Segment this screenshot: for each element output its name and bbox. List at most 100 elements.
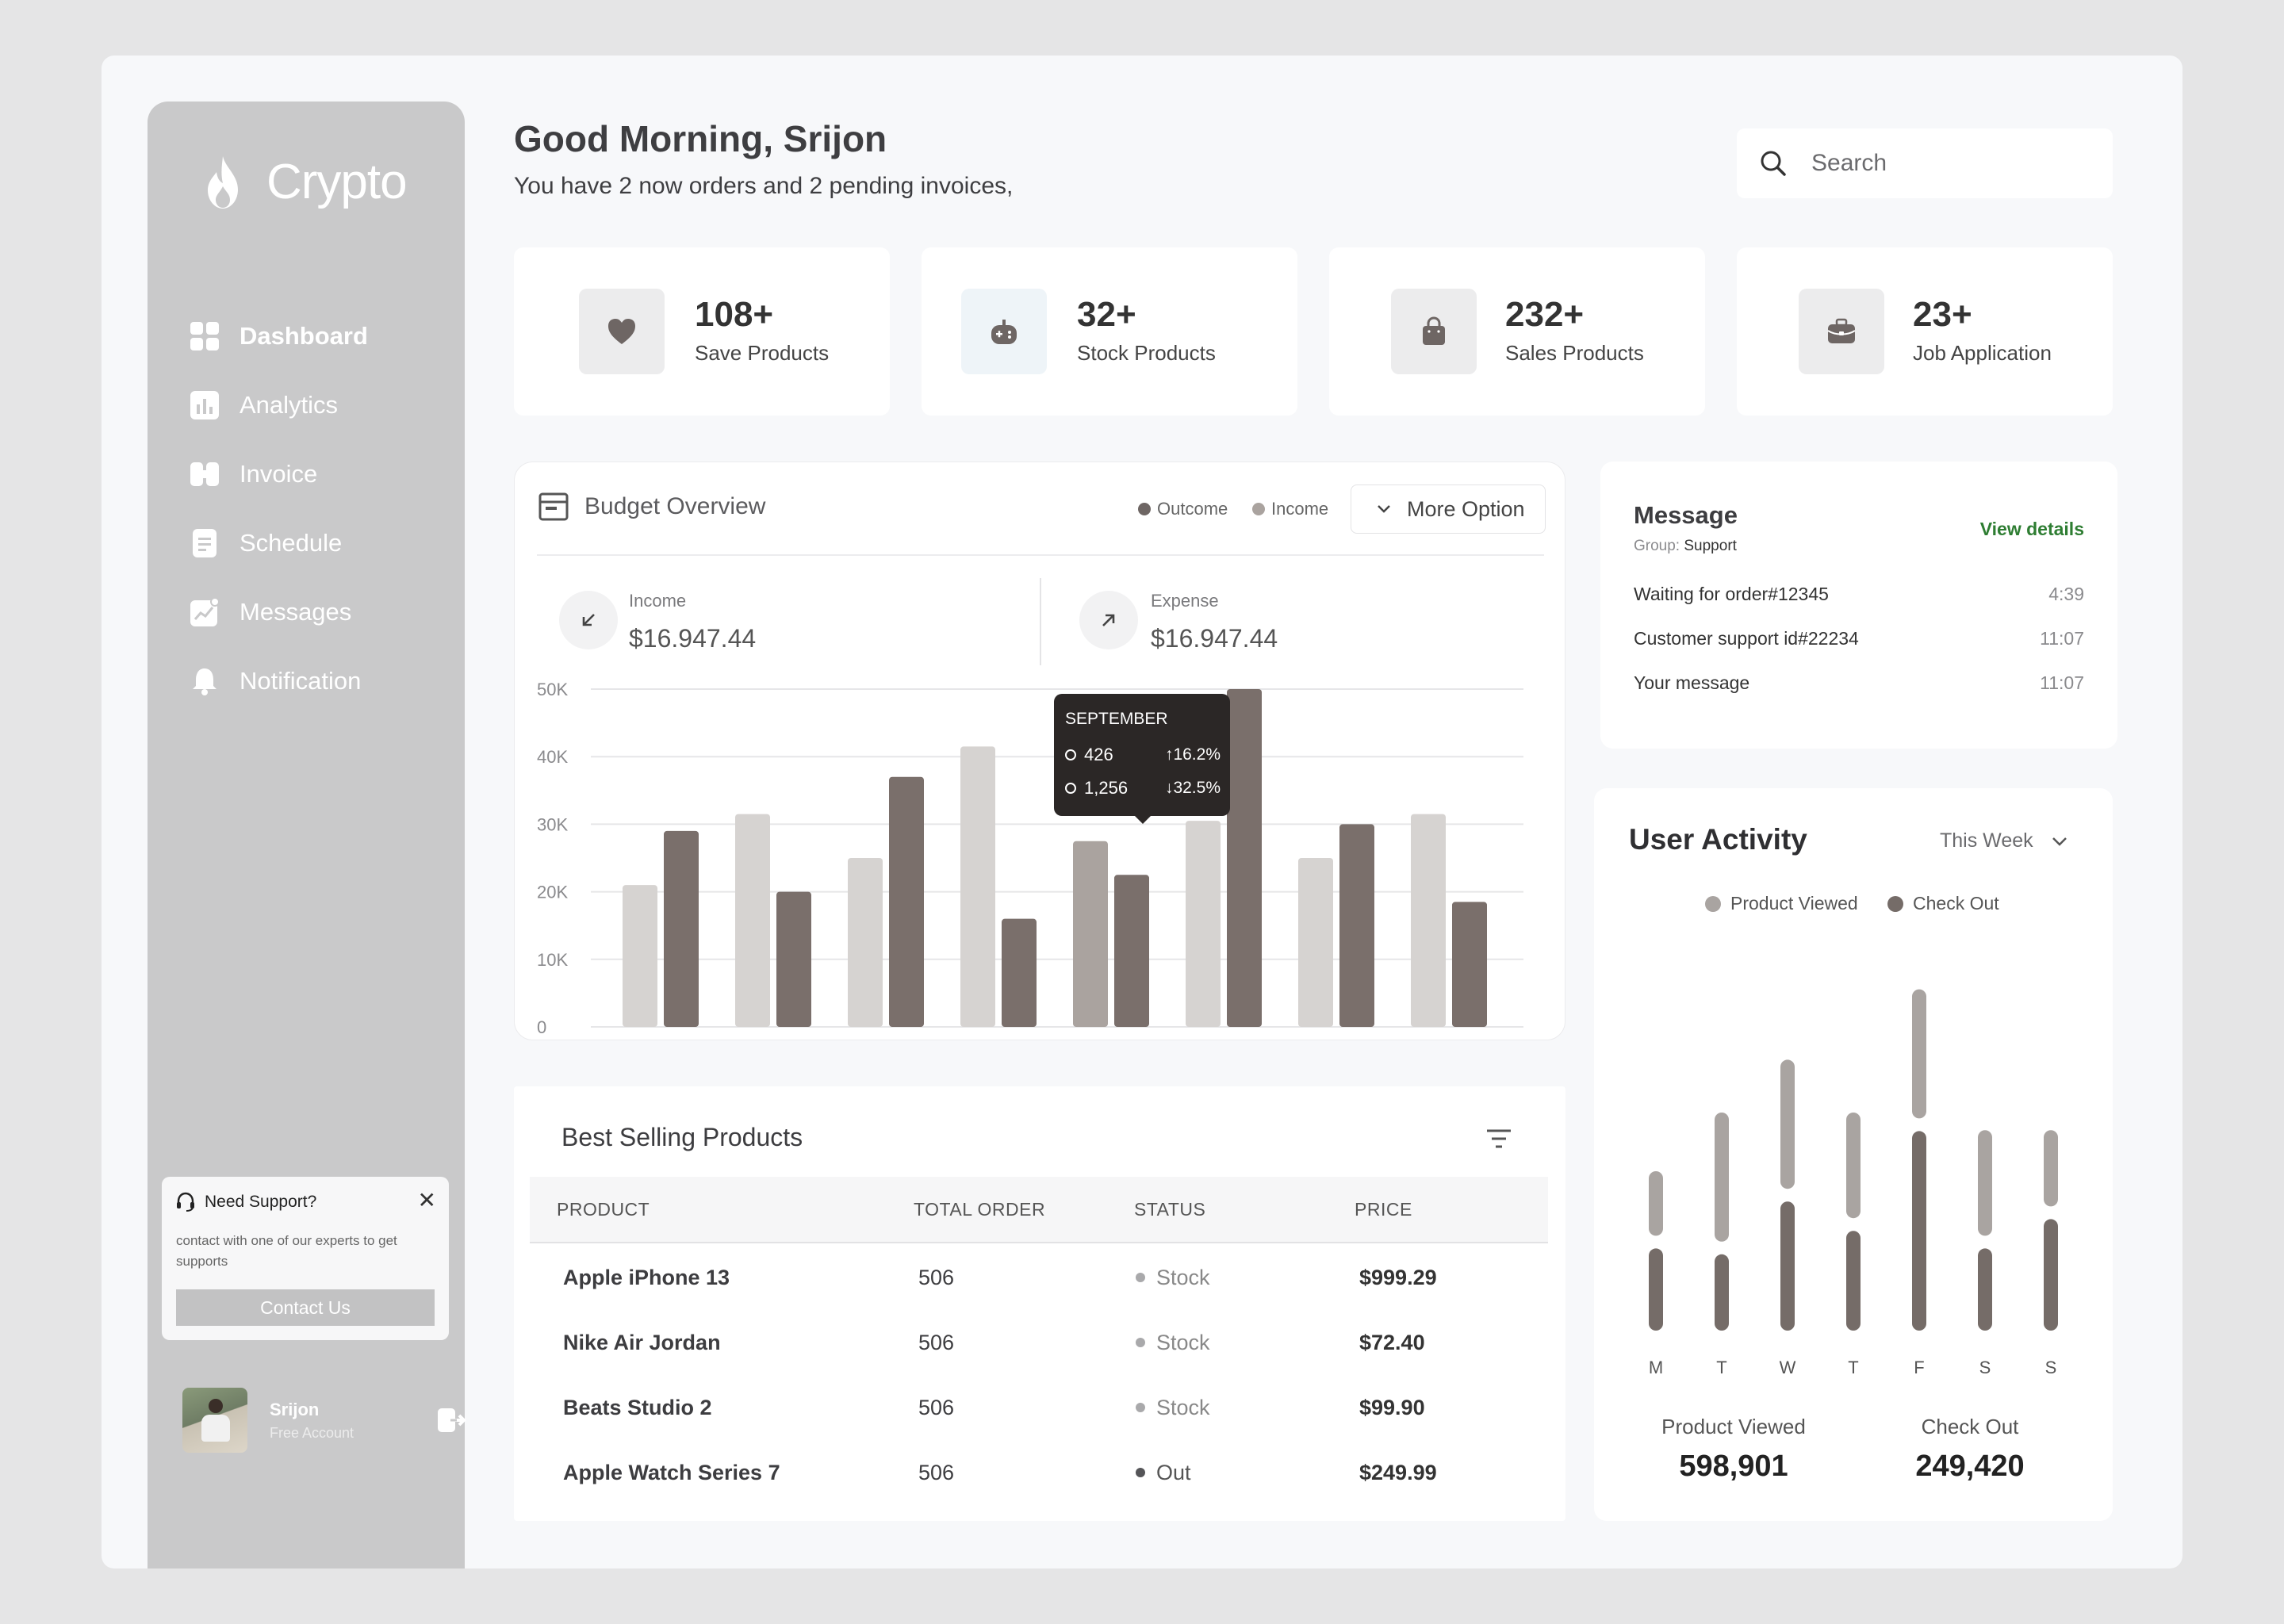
legend-dot bbox=[1138, 503, 1151, 515]
dashboard-grid-icon bbox=[189, 320, 220, 352]
message-item[interactable]: Your message 11:07 bbox=[1634, 672, 2084, 694]
column-header[interactable]: STATUS bbox=[1134, 1199, 1206, 1220]
group-value: Support bbox=[1684, 538, 1737, 554]
message-group: Group: Support bbox=[1634, 538, 1737, 555]
stat-label: Job Application bbox=[1913, 341, 2052, 365]
column-header[interactable]: TOTAL ORDER bbox=[914, 1199, 1046, 1220]
stat-value: 32+ bbox=[1077, 295, 1136, 334]
invoice-icon bbox=[189, 458, 220, 490]
stat-value: 232+ bbox=[1505, 295, 1585, 334]
close-icon[interactable]: ✕ bbox=[417, 1188, 436, 1212]
summary-label: Check Out bbox=[1921, 1415, 2019, 1438]
logout-icon[interactable] bbox=[436, 1405, 466, 1435]
outcome-bar bbox=[664, 830, 699, 1027]
status-dot bbox=[1136, 1402, 1145, 1412]
stat-card-stock-products[interactable]: 32+ Stock Products bbox=[922, 247, 1297, 416]
table-row[interactable]: Apple Watch Series 7 506 Out $249.99 bbox=[530, 1440, 1548, 1505]
greeting-subtitle: You have 2 now orders and 2 pending invo… bbox=[514, 173, 1014, 199]
summary-label: Product Viewed bbox=[1661, 1415, 1806, 1438]
stat-label: Sales Products bbox=[1505, 341, 1644, 365]
best-selling-title: Best Selling Products bbox=[561, 1123, 803, 1151]
chart-tooltip: SEPTEMBER 426 ↑16.2% 1,256 ↓32.5% bbox=[1054, 694, 1230, 824]
table-row[interactable]: Nike Air Jordan 506 Stock $72.40 bbox=[530, 1310, 1548, 1375]
x-tick-label: W bbox=[1780, 1358, 1796, 1377]
range-dropdown[interactable]: This Week bbox=[1940, 829, 2068, 852]
legend-label: Income bbox=[1271, 499, 1329, 519]
message-item[interactable]: Customer support id#22234 11:07 bbox=[1634, 628, 2084, 649]
more-option-dropdown[interactable]: More Option bbox=[1351, 485, 1546, 534]
message-time: 11:07 bbox=[2040, 628, 2084, 649]
tooltip-row: 1,256 ↓32.5% bbox=[1065, 778, 1221, 799]
tooltip-value: 426 bbox=[1084, 745, 1113, 764]
status-text: Stock bbox=[1156, 1331, 1210, 1354]
legend-label: Check Out bbox=[1913, 893, 1999, 914]
stat-card-sales-products[interactable]: 232+ Sales Products bbox=[1329, 247, 1705, 416]
sidebar-item-invoice[interactable]: Invoice bbox=[189, 439, 368, 508]
y-tick-label: 20K bbox=[537, 883, 568, 902]
column-header[interactable]: PRODUCT bbox=[557, 1199, 650, 1220]
stat-card-save-products[interactable]: 108+ Save Products bbox=[514, 247, 890, 416]
contact-us-button[interactable]: Contact Us bbox=[176, 1289, 435, 1326]
message-time: 4:39 bbox=[2048, 584, 2084, 604]
status-text: Stock bbox=[1156, 1396, 1210, 1419]
legend-label: Outcome bbox=[1157, 499, 1228, 519]
income-bar bbox=[1411, 814, 1446, 1027]
x-tick-label: S bbox=[2045, 1358, 2057, 1377]
summary-value: 598,901 bbox=[1679, 1450, 1788, 1483]
sidebar-item-dashboard[interactable]: Dashboard bbox=[189, 301, 368, 370]
total-order: 506 bbox=[918, 1396, 955, 1419]
sidebar-item-notification[interactable]: Notification bbox=[189, 646, 368, 715]
sidebar-item-label: Analytics bbox=[240, 390, 339, 419]
status-dot bbox=[1136, 1272, 1145, 1282]
more-option-label: More Option bbox=[1407, 496, 1525, 521]
bag-icon bbox=[1391, 289, 1477, 374]
brand-name: Crypto bbox=[266, 155, 408, 209]
support-title: Need Support? bbox=[205, 1193, 317, 1211]
y-tick-label: 0 bbox=[537, 1017, 546, 1037]
outcome-bar bbox=[889, 776, 924, 1027]
tooltip-change: ↓32.5% bbox=[1164, 779, 1221, 797]
column-header[interactable]: PRICE bbox=[1355, 1199, 1412, 1220]
view-details-link[interactable]: View details bbox=[1979, 519, 2084, 539]
sidebar-item-analytics[interactable]: Analytics bbox=[189, 370, 368, 439]
tooltip-row: 426 ↑16.2% bbox=[1065, 745, 1221, 765]
chevron-down-icon bbox=[1378, 505, 1390, 513]
legend-income: Income bbox=[1252, 499, 1328, 519]
sidebar-item-schedule[interactable]: Schedule bbox=[189, 508, 368, 577]
brand-logo[interactable]: Crypto bbox=[201, 154, 408, 210]
sidebar-nav: Dashboard Analytics Invoice Schedule Mes… bbox=[189, 301, 368, 715]
message-item[interactable]: Waiting for order#12345 4:39 bbox=[1634, 584, 2084, 605]
search-input[interactable] bbox=[1810, 149, 2098, 178]
activity-title: User Activity bbox=[1629, 823, 1807, 856]
y-tick-label: 10K bbox=[537, 950, 568, 970]
user-plan: Free Account bbox=[270, 1424, 354, 1441]
table-row[interactable]: Beats Studio 2 506 Stock $99.90 bbox=[530, 1375, 1548, 1440]
budget-bar-chart: 0 10K 20K 30K 40K 50K bbox=[537, 680, 1523, 1037]
message-title: Message bbox=[1634, 501, 1738, 529]
expense-label: Expense bbox=[1151, 591, 1219, 611]
sidebar-item-label: Invoice bbox=[240, 459, 318, 488]
user-profile[interactable]: Srijon Free Account bbox=[182, 1388, 466, 1453]
avatar bbox=[182, 1388, 247, 1453]
table-row[interactable]: Apple iPhone 13 506 Stock $999.29 bbox=[530, 1245, 1548, 1310]
status-text: Out bbox=[1156, 1461, 1191, 1484]
legend-dot bbox=[1252, 503, 1265, 515]
y-tick-label: 40K bbox=[537, 747, 568, 767]
table-header: PRODUCT TOTAL ORDER STATUS PRICE bbox=[530, 1177, 1548, 1243]
sidebar-item-messages[interactable]: Messages bbox=[189, 577, 368, 646]
stat-card-job-application[interactable]: 23+ Job Application bbox=[1737, 247, 2113, 416]
stat-value: 23+ bbox=[1913, 295, 1972, 334]
outcome-bar bbox=[1227, 689, 1262, 1027]
briefcase-icon bbox=[1799, 289, 1884, 374]
best-selling-card: Best Selling Products PRODUCT TOTAL ORDE… bbox=[514, 1086, 1565, 1521]
outcome-bar bbox=[1114, 875, 1149, 1027]
user-activity-card: M T W T F S S User Activity This Week Product … bbox=[1594, 788, 2113, 1521]
tooltip-title: SEPTEMBER bbox=[1065, 710, 1168, 728]
filter-icon[interactable] bbox=[1485, 1124, 1513, 1153]
search-box[interactable] bbox=[1737, 128, 2113, 198]
outcome-bar bbox=[1452, 902, 1487, 1027]
sidebar-item-label: Dashboard bbox=[240, 321, 368, 350]
trend-line-icon bbox=[189, 596, 220, 628]
search-icon bbox=[1761, 151, 1786, 176]
status-text: Stock bbox=[1156, 1266, 1210, 1289]
